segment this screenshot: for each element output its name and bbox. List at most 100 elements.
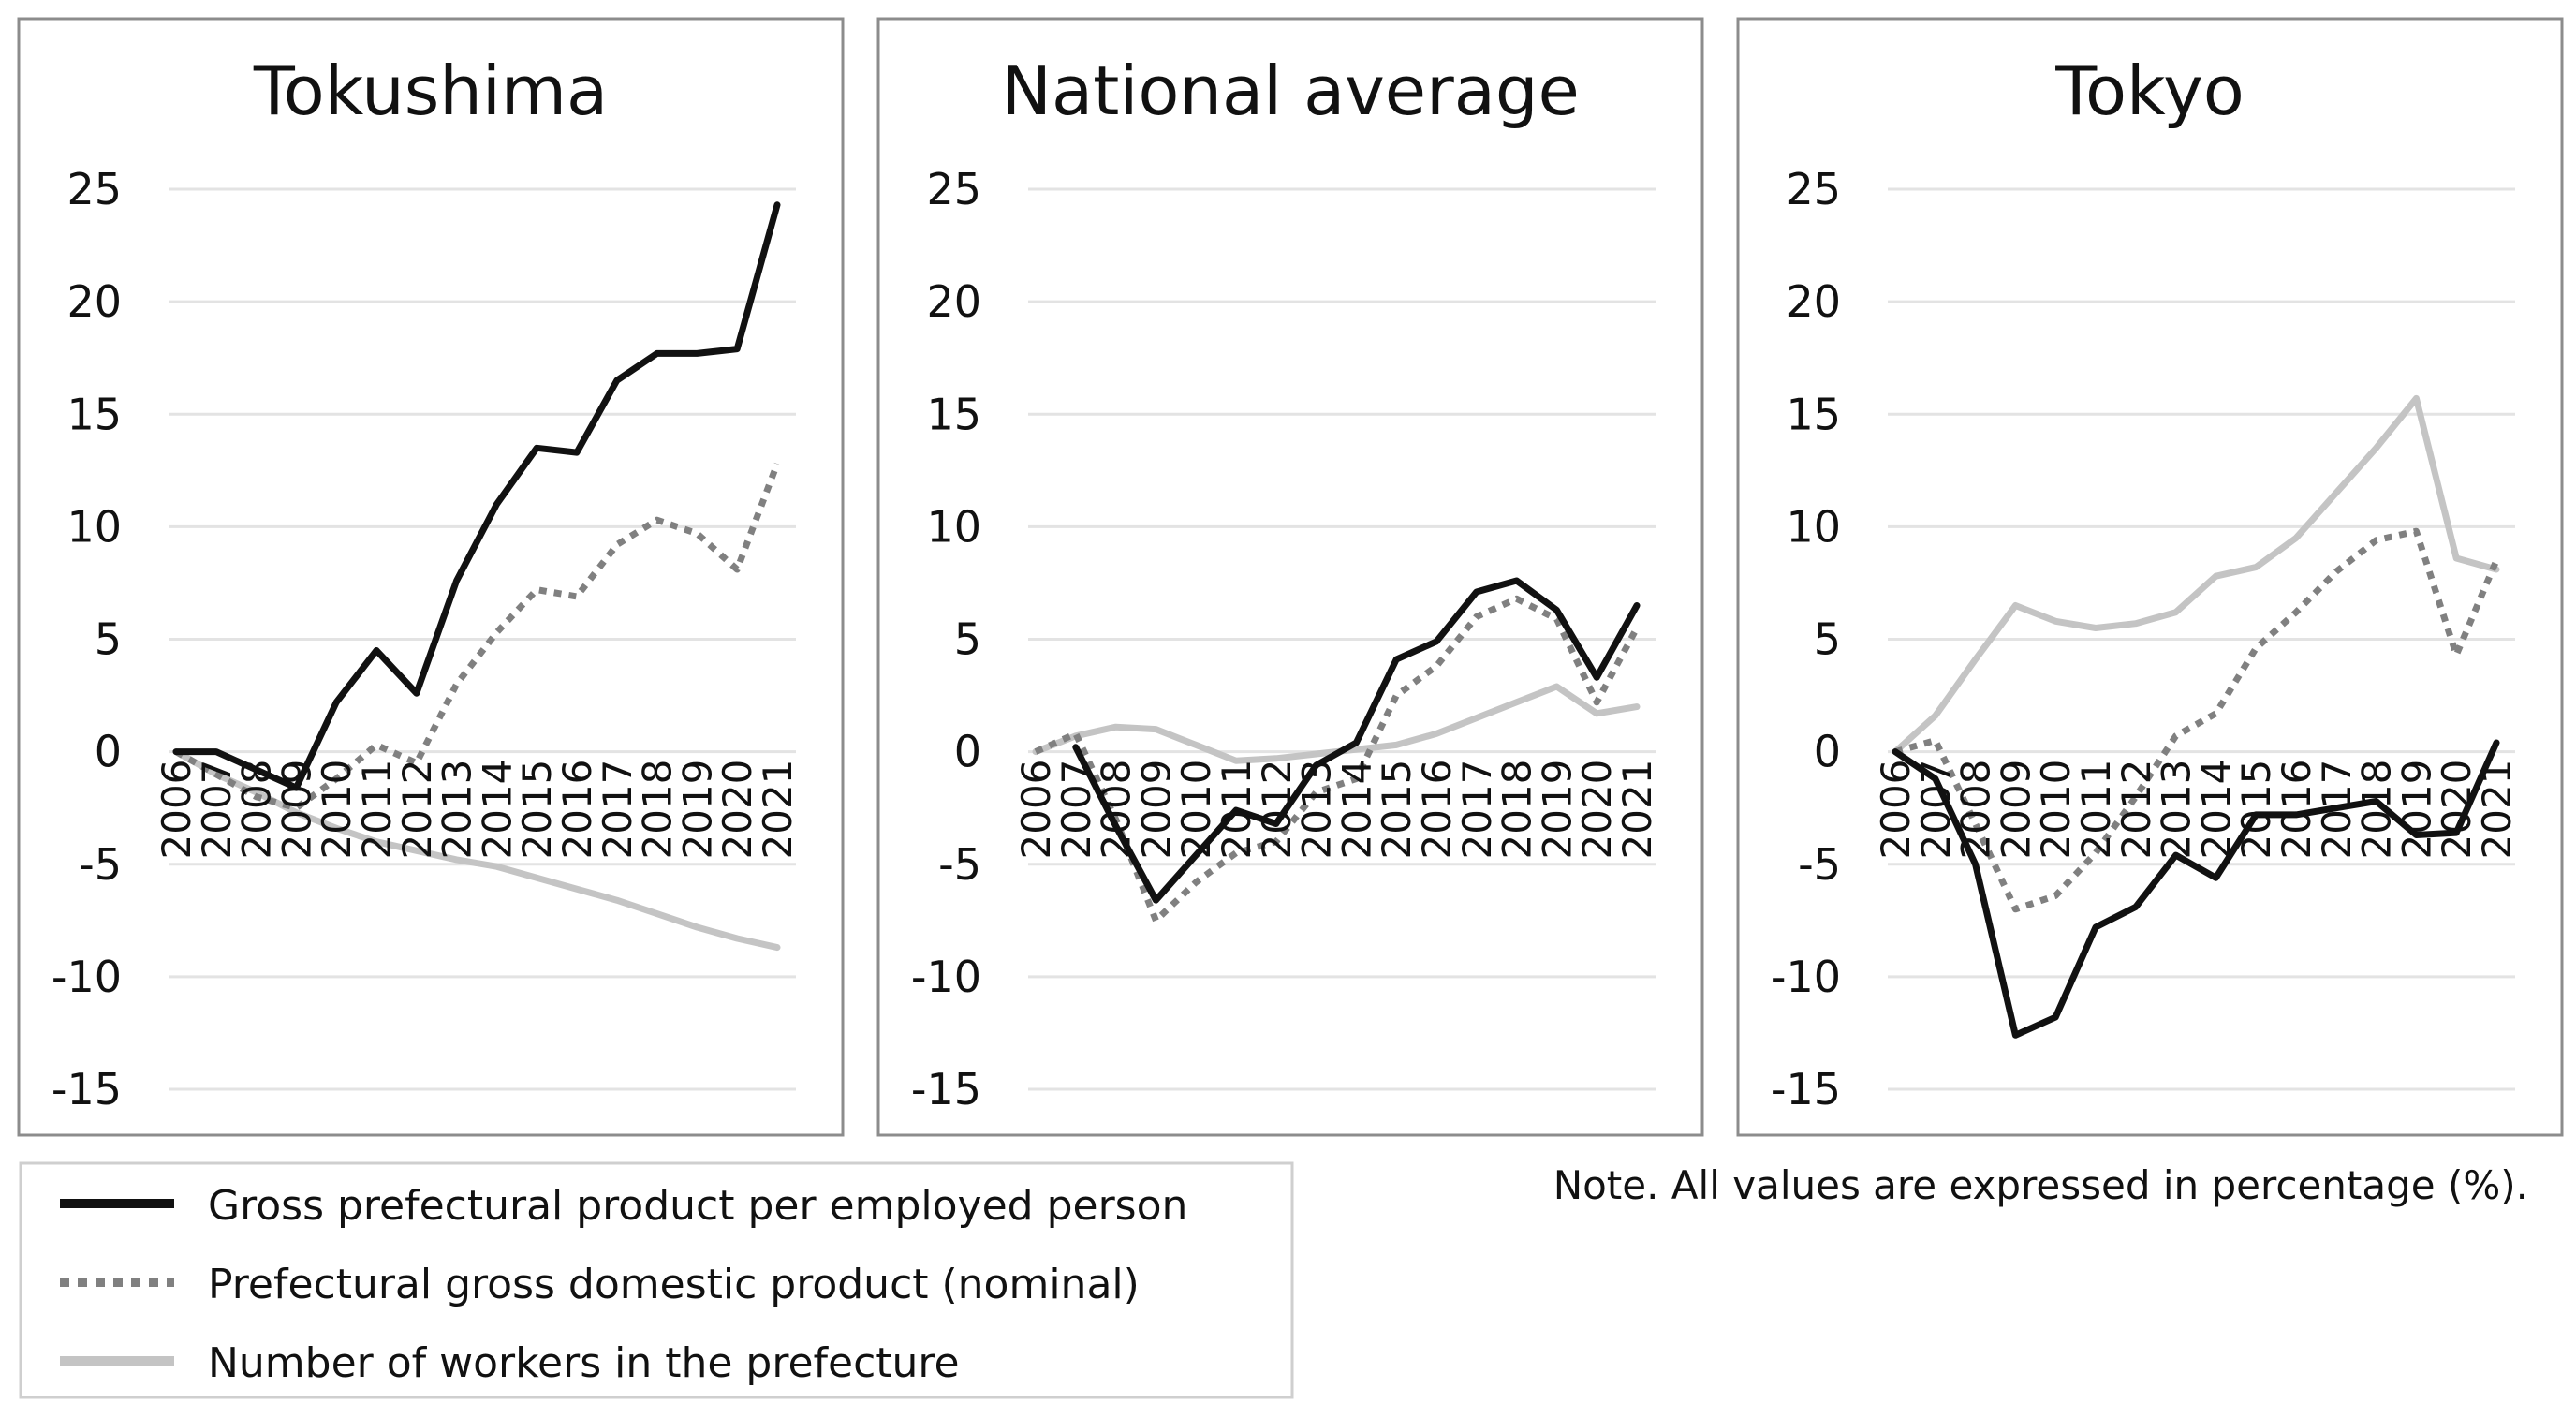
x-tick-label: 2021 [2474, 760, 2520, 860]
y-tick-label: -5 [1798, 839, 1841, 890]
series-line-gdp-nominal [1894, 527, 2500, 913]
x-tick-label: 2019 [1534, 760, 1580, 860]
chart-panel-tokushima: Tokushima 2520151050-5-10-15200620072008… [17, 17, 845, 1137]
y-tick-label: 25 [66, 164, 122, 214]
x-tick-label: 2012 [394, 760, 440, 860]
chart-title: National average [1001, 52, 1580, 130]
chart-panel-tokyo: Tokyo 2520151050-5-10-152006200720082009… [1736, 17, 2564, 1137]
panel-frame [876, 17, 1704, 1137]
legend: Gross prefectural product per employed p… [19, 1161, 1294, 1399]
y-tick-label: 0 [1814, 727, 1841, 777]
y-tick-label: 15 [1786, 389, 1841, 439]
x-tick-label: 2007 [194, 760, 240, 860]
y-tick-label: -10 [52, 952, 122, 1002]
y-tick-label: -15 [52, 1064, 122, 1115]
x-tick-label: 2013 [1294, 760, 1340, 860]
y-tick-label: -15 [1771, 1064, 1841, 1115]
legend-label: Gross prefectural product per employed p… [208, 1182, 1187, 1230]
x-tick-label: 2007 [1053, 760, 1099, 860]
x-tick-label: 2019 [2393, 760, 2439, 860]
x-tick-label: 2020 [1574, 760, 1620, 860]
y-tick-label: -10 [1771, 952, 1841, 1002]
x-tick-label: 2013 [2154, 760, 2200, 860]
x-tick-label: 2014 [474, 760, 520, 860]
x-tick-label: 2021 [1614, 760, 1660, 860]
legend-frame [19, 1161, 1294, 1399]
plot-area: 2520151050-5-10-152006200720082009201020… [52, 164, 801, 1115]
legend-label: Prefectural gross domestic product (nomi… [208, 1261, 1140, 1308]
x-tick-label: 2006 [1013, 760, 1059, 860]
x-tick-label: 2020 [714, 760, 760, 860]
x-tick-label: 2015 [2233, 760, 2279, 860]
y-tick-label: -5 [938, 839, 981, 890]
y-tick-label: 25 [926, 164, 981, 214]
x-tick-label: 2011 [1214, 760, 1259, 860]
y-tick-label: 15 [66, 389, 122, 439]
series-line-per-employed [172, 201, 781, 791]
y-tick-label: 25 [1786, 164, 1841, 214]
x-tick-label: 2015 [514, 760, 560, 860]
x-tick-label: 2008 [1094, 760, 1140, 860]
x-tick-label: 2007 [1913, 760, 1959, 860]
x-tick-label: 2011 [2073, 760, 2119, 860]
y-tick-label: 20 [66, 276, 122, 327]
x-tick-label: 2010 [1173, 760, 1219, 860]
y-tick-label: 5 [954, 614, 981, 665]
x-tick-label: 2013 [434, 760, 480, 860]
x-tick-label: 2018 [635, 760, 681, 860]
y-tick-label: 0 [954, 727, 981, 777]
panel-frame [17, 17, 845, 1137]
x-tick-label: 2006 [154, 760, 199, 860]
y-tick-label: 10 [66, 501, 122, 552]
x-tick-label: 2009 [1993, 760, 2039, 860]
y-tick-label: 15 [926, 389, 981, 439]
x-tick-label: 2017 [2314, 760, 2360, 860]
panel-frame [1736, 17, 2564, 1137]
x-tick-label: 2020 [2434, 760, 2480, 860]
y-tick-label: -5 [79, 839, 122, 890]
y-tick-label: 10 [1786, 501, 1841, 552]
series-line-workers [1892, 394, 2500, 756]
x-tick-label: 2018 [2354, 760, 2400, 860]
x-tick-label: 2009 [1133, 760, 1179, 860]
series-line-workers [172, 748, 781, 952]
x-tick-label: 2006 [1873, 760, 1919, 860]
x-tick-label: 2012 [2113, 760, 2159, 860]
y-tick-label: 0 [95, 727, 122, 777]
x-tick-label: 2016 [2274, 760, 2319, 860]
x-tick-label: 2017 [1454, 760, 1500, 860]
legend-label: Number of workers in the prefecture [208, 1339, 960, 1387]
x-tick-label: 2014 [1333, 760, 1379, 860]
y-tick-label: -10 [911, 952, 981, 1002]
x-tick-label: 2009 [273, 760, 319, 860]
x-tick-label: 2014 [2193, 760, 2239, 860]
plot-area: 2520151050-5-10-152006200720082009201020… [1771, 164, 2520, 1115]
series-line-gdp-nominal [174, 462, 781, 812]
y-tick-label: 5 [95, 614, 122, 665]
chart-title: Tokushima [253, 52, 608, 130]
y-tick-label: 10 [926, 501, 981, 552]
x-tick-label: 2016 [1414, 760, 1460, 860]
x-tick-label: 2016 [554, 760, 600, 860]
x-tick-label: 2011 [354, 760, 400, 860]
chart-title: Tokyo [2054, 52, 2245, 130]
plot-area: 2520151050-5-10-152006200720082009201020… [911, 164, 1660, 1115]
x-tick-label: 2010 [314, 760, 360, 860]
note-text: Note. All values are expressed in percen… [1553, 1162, 2528, 1208]
series-line-per-employed [1072, 577, 1641, 904]
x-tick-label: 2015 [1374, 760, 1420, 860]
chart-panel-national-average: National average 2520151050-5-10-1520062… [876, 17, 1704, 1137]
x-tick-label: 2017 [595, 760, 640, 860]
x-tick-label: 2010 [2033, 760, 2079, 860]
y-tick-label: 5 [1814, 614, 1841, 665]
x-tick-label: 2021 [755, 760, 801, 860]
x-tick-label: 2018 [1494, 760, 1540, 860]
y-tick-label: 20 [926, 276, 981, 327]
y-tick-label: 20 [1786, 276, 1841, 327]
x-tick-label: 2012 [1254, 760, 1300, 860]
x-tick-label: 2008 [1953, 760, 1999, 860]
y-tick-label: -15 [911, 1064, 981, 1115]
x-tick-label: 2008 [234, 760, 280, 860]
x-tick-label: 2019 [674, 760, 720, 860]
